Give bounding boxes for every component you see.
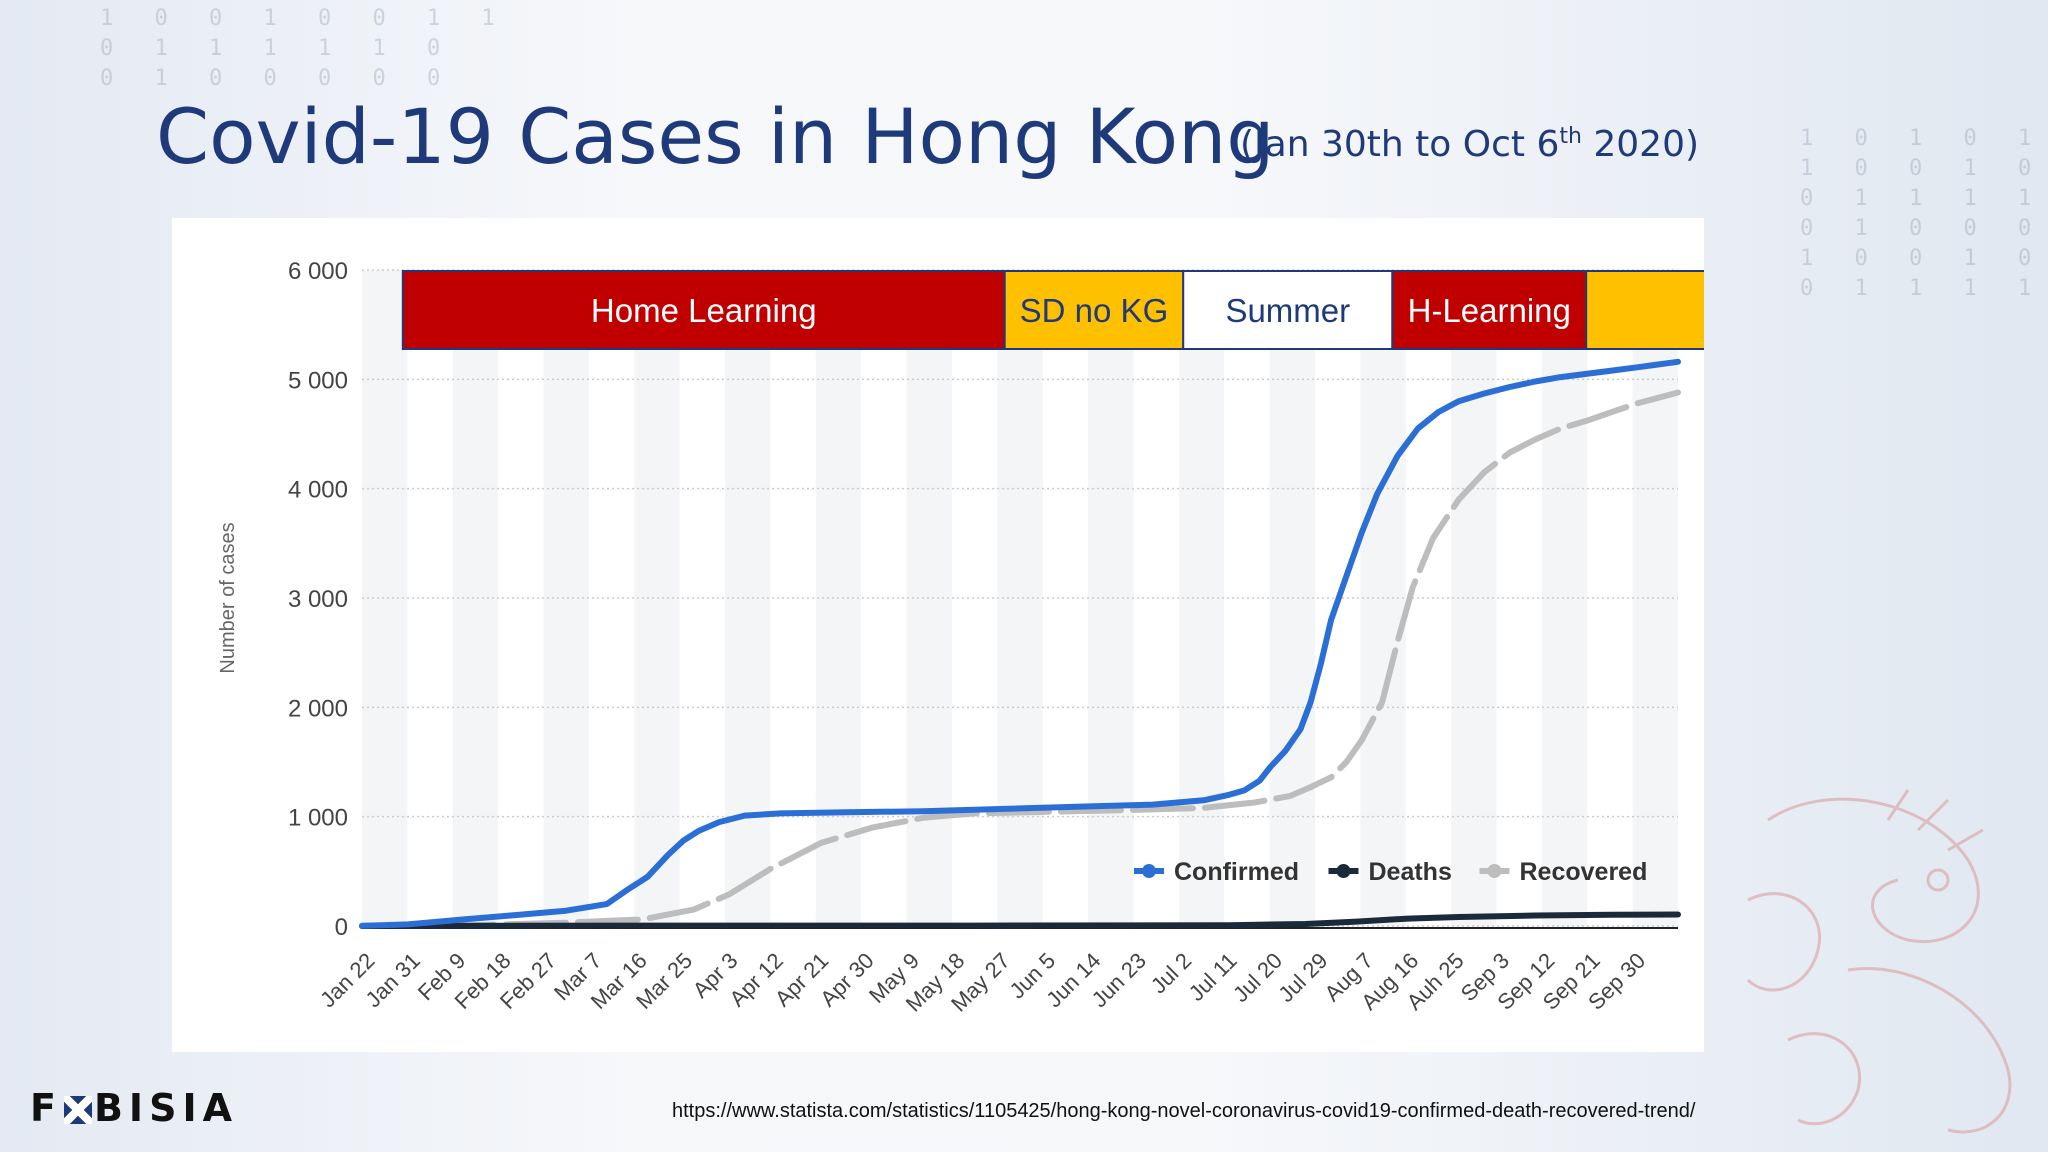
binary-decoration: 1 0 0 1 0 0 1 1 0 1 1 1 1 1 0 0 1 0 0 0 … [100,6,509,91]
plot-stripe [543,270,589,926]
legend-marker [1487,864,1502,878]
y-tick-label: 5 000 [288,367,348,394]
y-tick-label: 3 000 [288,586,348,613]
y-tick-label: 6 000 [288,258,348,285]
source-url[interactable]: https://www.statista.com/statistics/1105… [672,1100,1696,1122]
covid-line-chart: 0 1 000 2 000 3 000 4 000 5 000 6 000 Number of… [217,258,1731,1017]
legend-marker [1142,864,1156,878]
subtitle-superscript: th [1559,124,1582,149]
plot-stripe [1632,270,1678,926]
phase-label: SD no KG [1020,292,1169,329]
x-tick-label: Jul 29 [1273,948,1332,1007]
binary-decoration: 1 0 1 0 1 1 0 1 0 0 1 0 1 1 0 1 1 1 1 1 … [1800,126,2046,301]
plot-stripe [452,270,499,926]
plot-stripe [1088,270,1134,926]
y-tick-label: 1 000 [288,805,348,832]
phase-block [1391,270,1588,350]
logo-text-right: BISIA [93,1086,238,1130]
x-tick-label: Jul 20 [1228,948,1287,1007]
subtitle-main: (Jan 30th to Oct 6 [1240,124,1560,165]
plot-stripe [362,270,408,926]
dragon-decoration [1746,789,2012,1134]
slide-subtitle: (Jan 30th to Oct 6th 2020) [1240,124,1699,165]
series-line-confirmed [359,358,1681,929]
legend-label: Recovered [1520,858,1648,886]
series-line-recovered [359,389,1681,929]
phase-block [1585,270,1731,350]
plot-stripe [1178,270,1225,926]
phase-block [1003,270,1185,350]
phase-label: Home Learning [591,292,817,329]
series-line-deaths [359,911,1681,929]
y-tick-label: 4 000 [288,477,348,504]
subtitle-end: 2020) [1581,124,1700,165]
logo-flag-icon [63,1096,92,1124]
phase-label: H-Learning [1408,292,1571,329]
x-tick-label: Jul 11 [1184,948,1242,1006]
slide-title: Covid-19 Cases in Hong Kong [156,92,1275,181]
logo-text-left: F [30,1086,62,1130]
fobisia-logo: F BISIA [30,1086,238,1130]
chart-card: 0 1 000 2 000 3 000 4 000 5 000 6 000 Number of… [172,218,1731,1052]
y-tick-label: 2 000 [288,695,348,722]
y-tick-label: 0 [335,914,348,941]
legend-label: Confirmed [1174,858,1299,886]
plot-stripe [997,270,1043,926]
legend-marker [1336,864,1351,878]
y-axis-label: Number of cases [217,522,239,673]
phase-block [401,270,1006,350]
legend-label: Deaths [1369,858,1452,886]
phase-label: Summer [1225,292,1350,329]
